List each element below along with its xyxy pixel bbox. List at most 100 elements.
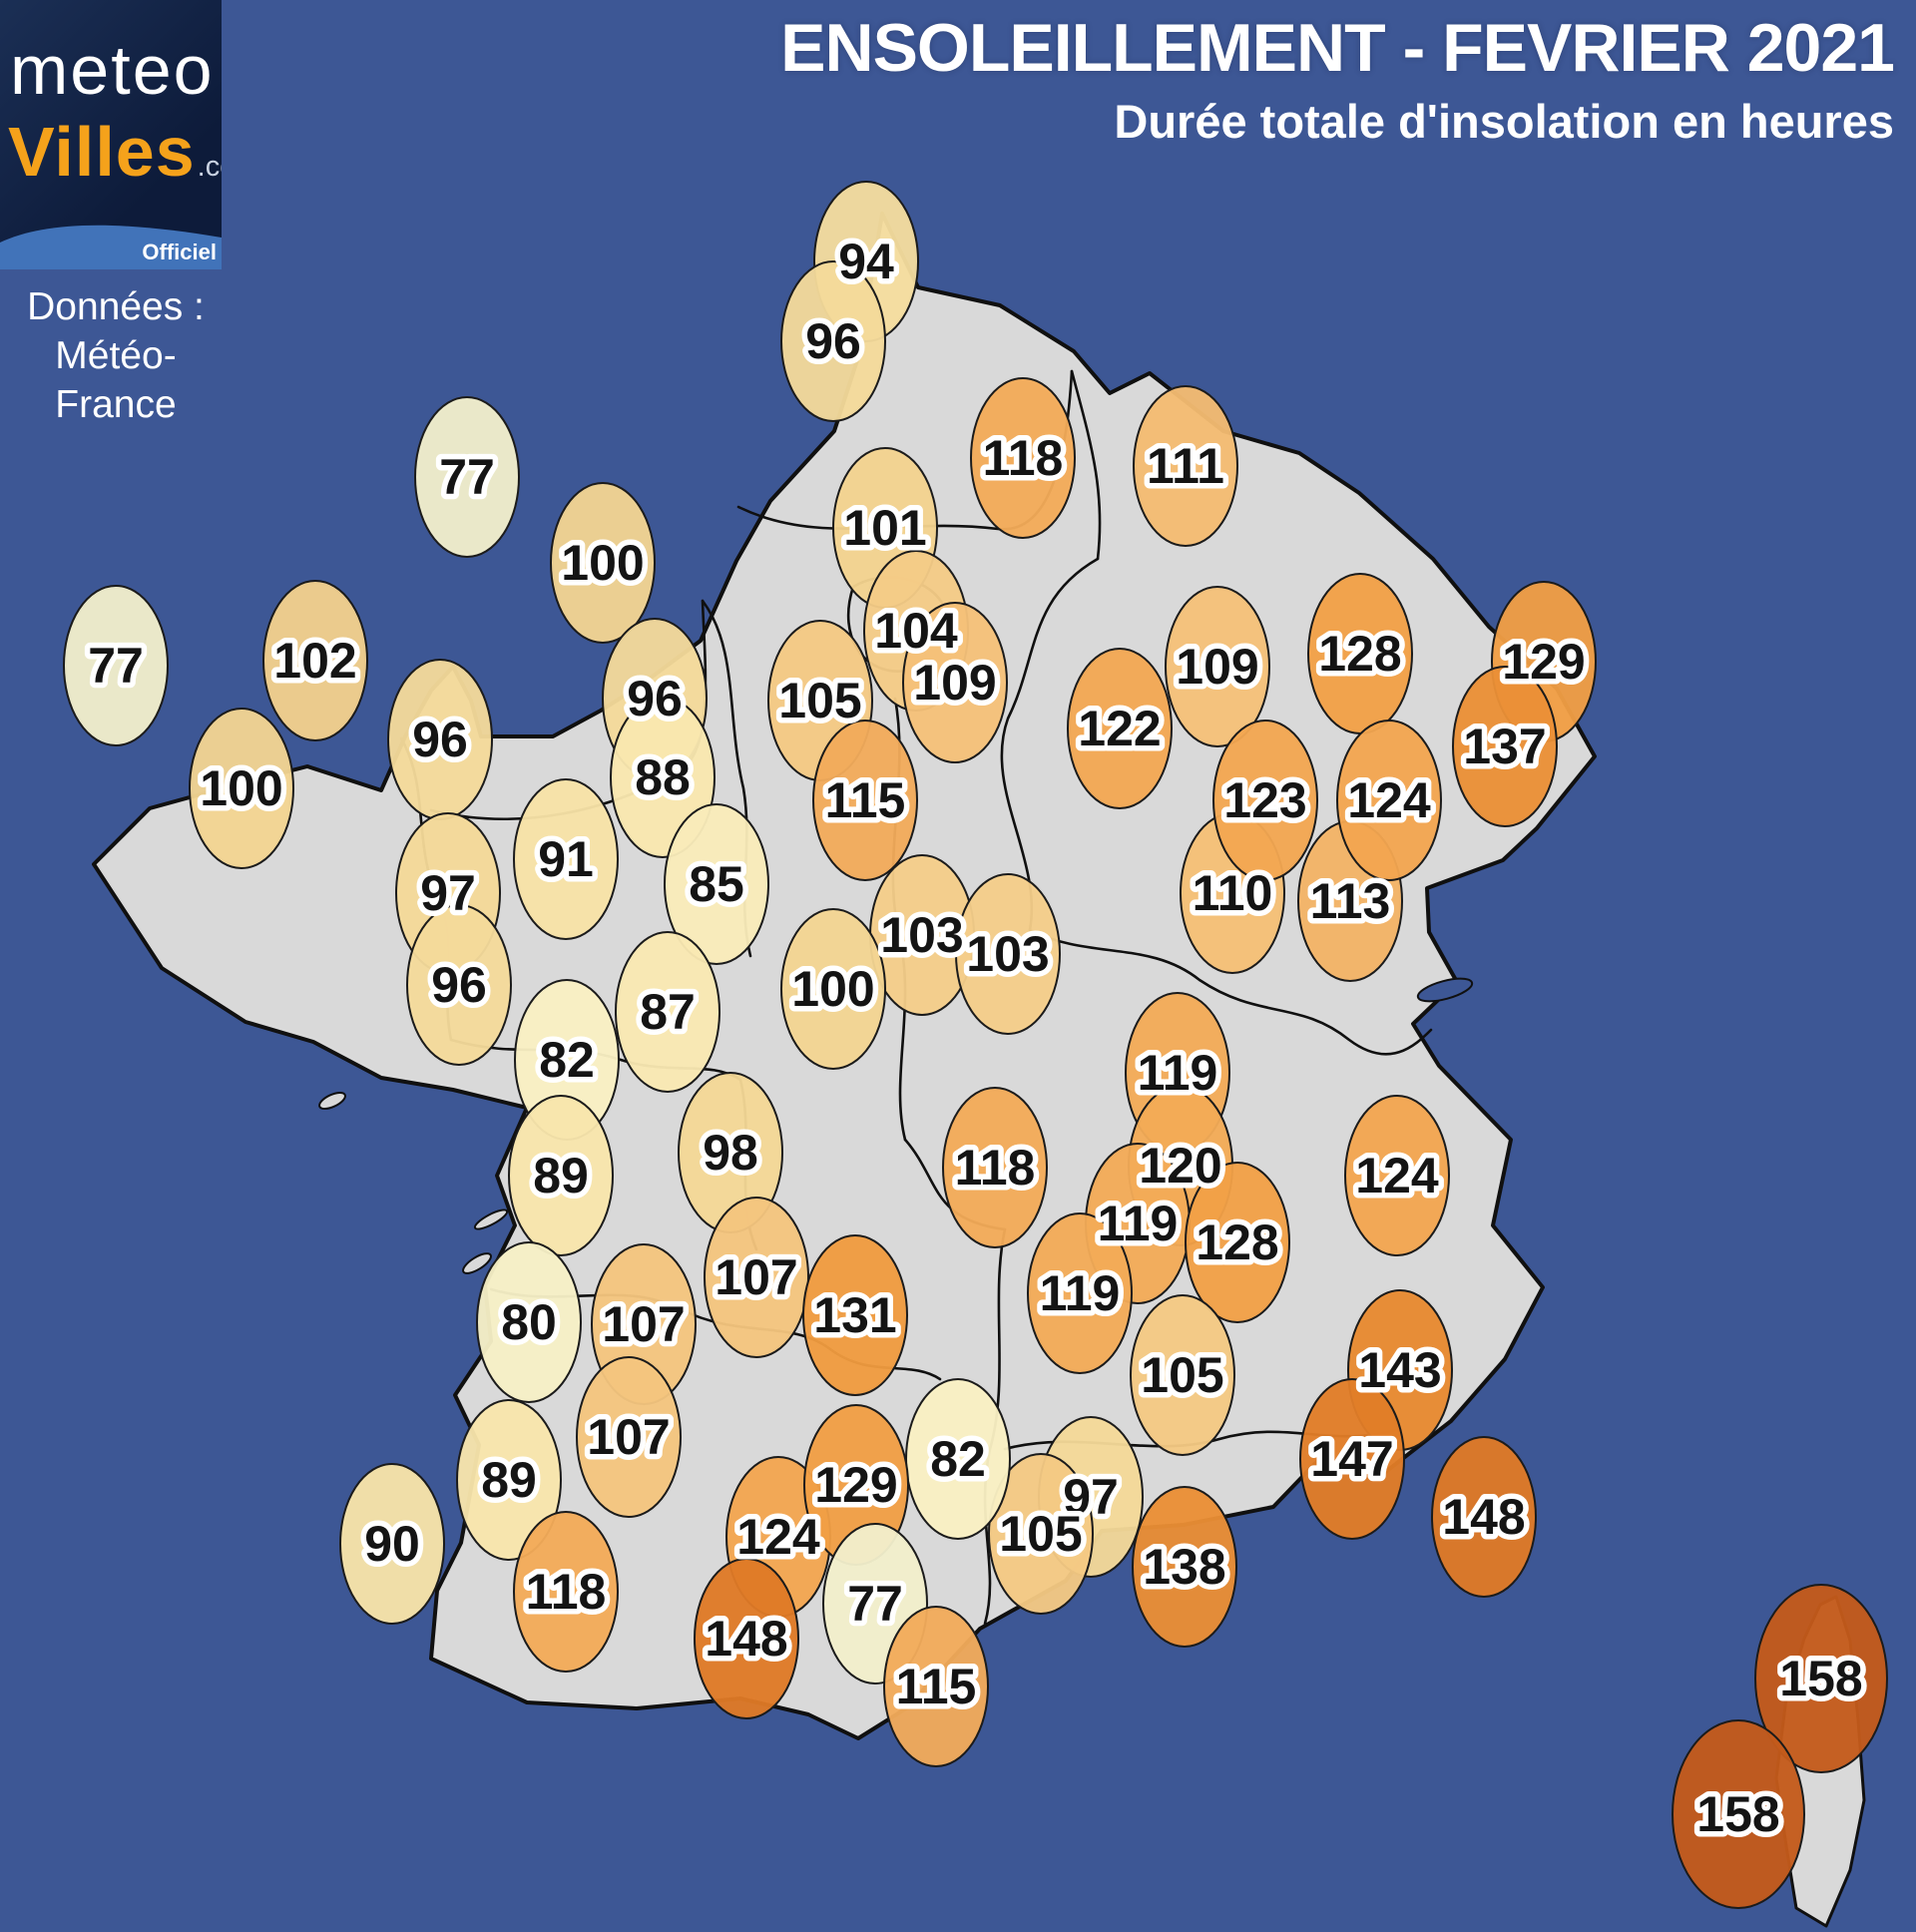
island-oleron bbox=[462, 1252, 492, 1274]
bubble-value-label: 124 bbox=[1355, 1148, 1439, 1204]
bubble-value-label: 148 bbox=[1442, 1489, 1525, 1545]
data-bubble bbox=[513, 1511, 619, 1673]
bubble-value-label: 143 bbox=[1358, 1342, 1441, 1398]
bubble-value-label: 115 bbox=[896, 1659, 977, 1714]
bubble-value-label: 89 bbox=[533, 1148, 589, 1204]
data-bubble bbox=[1299, 1378, 1405, 1540]
bubble-value-label: 80 bbox=[501, 1294, 557, 1350]
bubble-value-label: 96 bbox=[412, 712, 468, 767]
data-bubble bbox=[615, 931, 720, 1093]
bubble-value-label: 147 bbox=[1310, 1431, 1393, 1487]
data-bubble bbox=[902, 602, 1008, 763]
data-bubble bbox=[664, 803, 769, 965]
bubble-value-label: 97 bbox=[1063, 1469, 1119, 1525]
bubble-value-label: 91 bbox=[538, 831, 594, 887]
bubble-value-label: 138 bbox=[1143, 1539, 1225, 1595]
bubble-value-label: 97 bbox=[420, 865, 476, 921]
data-bubble bbox=[883, 1606, 989, 1767]
logo-brand-tld: .com bbox=[197, 151, 222, 183]
data-bubbles-layer bbox=[63, 181, 1888, 1909]
island-re bbox=[473, 1208, 509, 1230]
data-bubble bbox=[414, 396, 520, 558]
bubble-value-label: 148 bbox=[705, 1611, 787, 1667]
bubble-value-label: 90 bbox=[364, 1516, 420, 1572]
data-bubble bbox=[508, 1095, 614, 1256]
bubble-value-label: 119 bbox=[1040, 1265, 1121, 1321]
source-line1: Données : bbox=[27, 285, 205, 328]
data-bubble bbox=[942, 1087, 1048, 1248]
bubble-value-label: 118 bbox=[983, 430, 1064, 486]
bubble-value-label: 122 bbox=[1078, 701, 1161, 756]
bubble-value-label: 107 bbox=[587, 1409, 670, 1465]
bubble-value-label: 100 bbox=[791, 961, 874, 1017]
bubble-value-label: 124 bbox=[736, 1509, 820, 1565]
data-bubble bbox=[780, 908, 886, 1070]
data-bubble bbox=[1185, 1162, 1290, 1323]
bubble-value-label: 109 bbox=[913, 655, 996, 711]
page-subtitle: Durée totale d'insolation en heures bbox=[1114, 95, 1894, 148]
bubble-value-label: 77 bbox=[88, 638, 144, 694]
bubble-value-label: 89 bbox=[481, 1452, 537, 1508]
data-bubble bbox=[456, 1399, 562, 1561]
bubble-value-label: 110 bbox=[1193, 865, 1273, 921]
bubble-value-label: 88 bbox=[635, 749, 691, 805]
bubble-value-label: 124 bbox=[1347, 772, 1431, 828]
bubble-value-label: 131 bbox=[813, 1287, 896, 1343]
bubble-value-label: 107 bbox=[715, 1249, 797, 1305]
page-title: ENSOLEILLEMENT - FEVRIER 2021 bbox=[780, 10, 1895, 86]
bubble-value-label: 120 bbox=[1139, 1138, 1221, 1194]
bubble-value-label: 105 bbox=[778, 673, 861, 728]
data-bubble bbox=[704, 1197, 809, 1358]
bubble-value-label: 87 bbox=[640, 984, 696, 1040]
data-bubble bbox=[1212, 720, 1318, 881]
bubble-value-label: 82 bbox=[539, 1032, 595, 1088]
data-bubble bbox=[1133, 385, 1238, 547]
logo-officiel-badge: Officiel bbox=[142, 240, 217, 264]
data-bubble bbox=[339, 1463, 445, 1625]
bubble-value-label: 103 bbox=[966, 926, 1049, 982]
bubble-value-label: 100 bbox=[200, 760, 282, 816]
bubble-value-label: 158 bbox=[1696, 1786, 1779, 1842]
bubble-value-label: 128 bbox=[1318, 626, 1401, 682]
data-bubble bbox=[550, 482, 656, 644]
bubble-value-label: 115 bbox=[825, 772, 906, 828]
bubble-value-label: 109 bbox=[1176, 639, 1258, 695]
bubble-value-label: 118 bbox=[526, 1564, 607, 1620]
data-bubble bbox=[1027, 1212, 1133, 1374]
data-bubble bbox=[1754, 1584, 1888, 1773]
bubble-value-label: 77 bbox=[847, 1576, 903, 1632]
bubble-value-label: 158 bbox=[1779, 1651, 1862, 1706]
bubble-value-label: 96 bbox=[805, 313, 861, 369]
logo-brand-row: Villes .com bbox=[8, 112, 222, 192]
bubble-value-label: 118 bbox=[955, 1140, 1036, 1196]
data-source-credit: Données : Météo-France bbox=[0, 283, 232, 429]
bubble-value-label: 96 bbox=[431, 957, 487, 1013]
island-belle-ile bbox=[318, 1091, 346, 1111]
data-bubble bbox=[1165, 586, 1270, 747]
bubble-value-label: 105 bbox=[1141, 1347, 1223, 1403]
data-bubble bbox=[513, 778, 619, 940]
logo-swoosh bbox=[0, 225, 222, 269]
data-bubble bbox=[955, 873, 1061, 1035]
data-bubble bbox=[406, 904, 512, 1066]
data-bubble bbox=[1344, 1095, 1450, 1256]
bubble-value-label: 94 bbox=[838, 234, 894, 289]
data-bubble bbox=[63, 585, 169, 746]
bubble-value-label: 98 bbox=[703, 1125, 758, 1181]
data-bubble bbox=[1672, 1719, 1805, 1909]
data-bubble bbox=[694, 1558, 799, 1719]
data-bubble bbox=[1130, 1294, 1235, 1456]
bubble-value-label: 104 bbox=[874, 603, 958, 659]
bubble-value-label: 129 bbox=[814, 1457, 897, 1513]
bubble-value-label: 107 bbox=[602, 1296, 685, 1352]
data-bubble bbox=[1431, 1436, 1537, 1598]
bubble-value-label: 102 bbox=[273, 633, 356, 689]
data-bubble bbox=[476, 1241, 582, 1403]
meteovilles-logo: meteo Villes .com Officiel bbox=[0, 0, 222, 269]
data-bubble bbox=[262, 580, 368, 741]
data-bubble bbox=[1067, 648, 1173, 809]
bubble-value-label: 101 bbox=[843, 500, 926, 556]
data-bubble bbox=[1132, 1486, 1237, 1648]
